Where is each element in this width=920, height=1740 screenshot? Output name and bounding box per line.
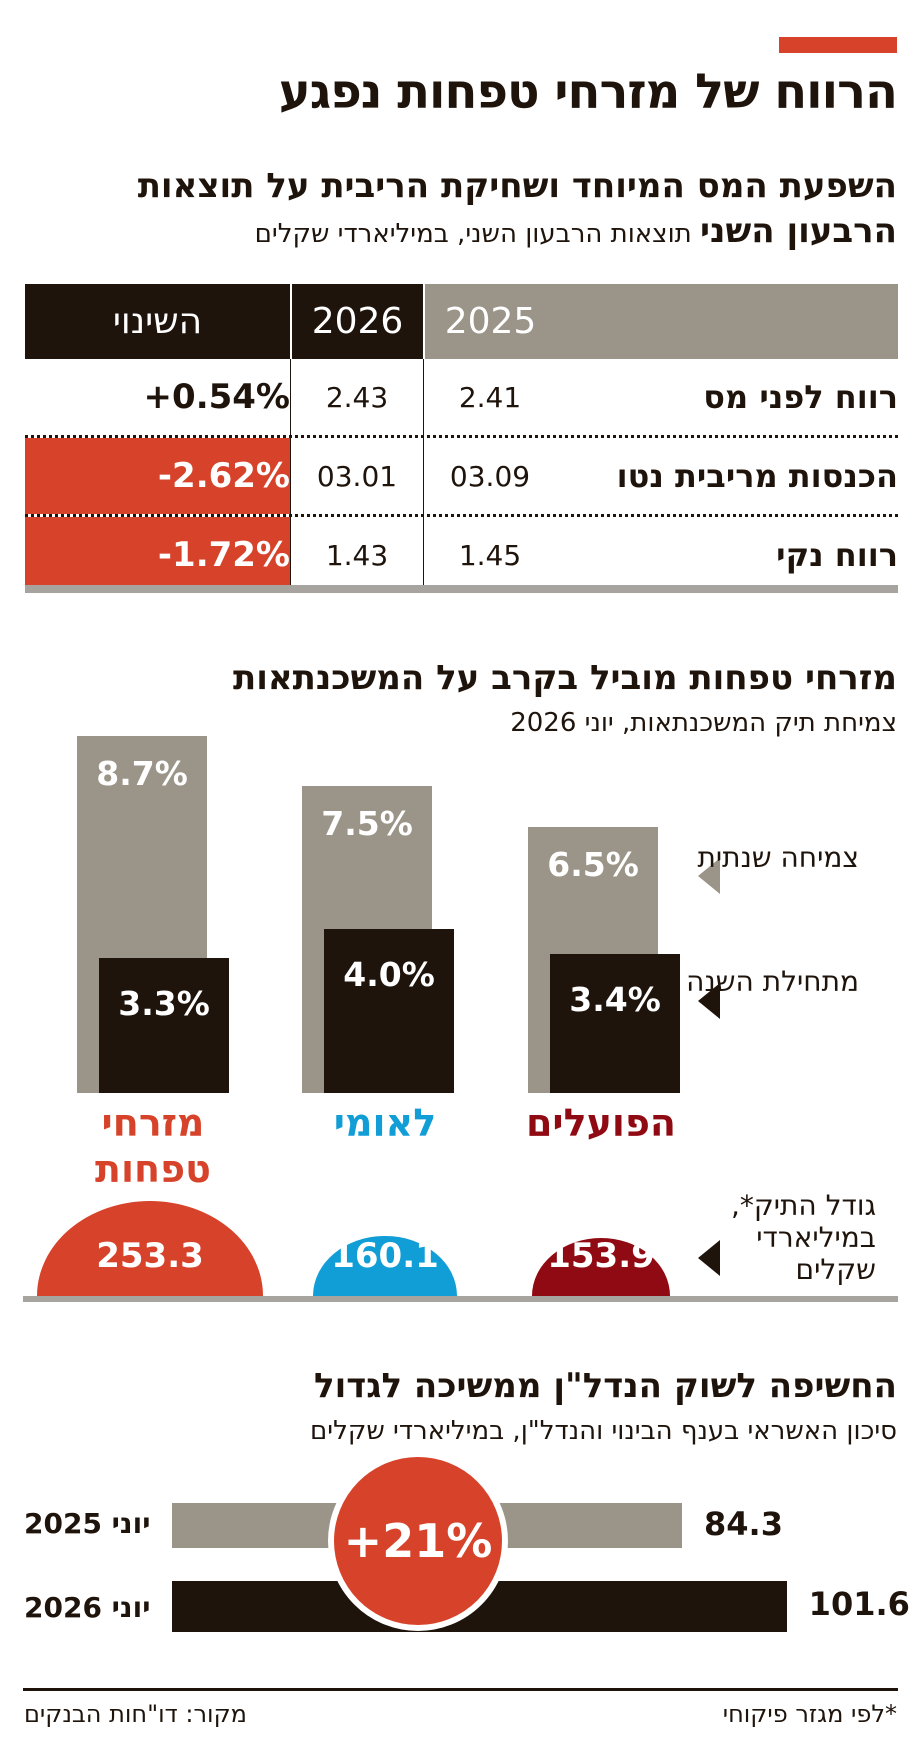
exposure-label-2026: יוני 2026: [24, 1591, 151, 1624]
table-section-subtitle: הרבעון השני תוצאות הרבעון השני, במיליארד…: [255, 214, 897, 251]
cell-2025: 03.09: [423, 438, 556, 514]
exposure-section-title: החשיפה לשוק הנדל"ן ממשיכה לגדול: [314, 1366, 897, 1406]
cell-change: +0.54%: [143, 377, 290, 417]
change-badge: +21%: [328, 1451, 508, 1631]
ytd-growth-bar: [99, 957, 229, 1093]
annual-growth-label: 8.7%: [96, 754, 188, 794]
table-bottom-rule: [25, 585, 898, 593]
change-badge-value: +21%: [343, 1514, 493, 1568]
cell-change: -1.72%: [25, 517, 290, 593]
annual-growth-label: 7.5%: [321, 803, 413, 843]
cell-2026: 03.01: [290, 438, 423, 514]
legend-annual-label: צמיחה שנתית: [697, 841, 860, 874]
main-title: הרווח של מזרחי טפחות נפגע: [278, 64, 898, 120]
ytd-growth-label: 3.3%: [118, 983, 210, 1023]
exposure-value-2026: 101.6: [808, 1585, 910, 1623]
exposure-section-subtitle: סיכון האשראי בענף הבינוי והנדל"ן, במיליא…: [310, 1416, 897, 1446]
portfolio-size-label: 253.3: [96, 1236, 204, 1276]
footer-source: מקור: דו"חות הבנקים: [24, 1700, 247, 1728]
bank-name-label: לאומי: [333, 1101, 437, 1145]
header-label-cell: [556, 284, 898, 359]
legend-ytd-marker: [698, 983, 720, 1019]
legend-size-marker: [698, 1240, 720, 1276]
ytd-growth-label: 3.4%: [569, 979, 661, 1019]
row-label: הכנסות מריבית נטו: [616, 457, 898, 495]
table-row: רווח לפני מס 2.41 2.43 +0.54%: [25, 359, 898, 438]
mortgage-section-title: מזרחי טפחות מוביל בקרב על המשכנתאות: [232, 658, 897, 698]
header-change: השינוי: [25, 284, 290, 359]
legend-annual-marker: [698, 858, 720, 894]
header-2026: 2026: [290, 284, 423, 359]
cell-2025: 2.41: [423, 359, 556, 435]
table-header-row: 2025 2026 השינוי: [25, 284, 898, 359]
portfolio-size-label: 153.9: [547, 1236, 655, 1276]
legend-ytd-label: מתחילת השנה: [686, 965, 859, 998]
header-2025: 2025: [423, 284, 556, 359]
accent-bar: [779, 37, 897, 53]
cell-change: -2.62%: [25, 438, 290, 514]
table-row: הכנסות מריבית נטו 03.09 03.01 -2.62%: [25, 438, 898, 517]
cell-2026: 1.43: [290, 517, 423, 593]
footer-note: *לפי מגזר פיקוחי: [722, 1700, 897, 1728]
mortgage-section-subtitle: צמיחת תיק המשכנתאות, יוני 2026: [510, 708, 897, 738]
exposure-value-2025: 84.3: [704, 1505, 783, 1543]
chart-base-line: [23, 1296, 898, 1302]
exposure-label-2025: יוני 2025: [24, 1507, 151, 1540]
annual-growth-label: 6.5%: [547, 844, 639, 884]
results-table: 2025 2026 השינוי רווח לפני מס 2.41 2.43 …: [25, 284, 898, 593]
portfolio-size-label: 160.1: [331, 1236, 439, 1276]
bank-name-label: הפועלים: [525, 1101, 677, 1145]
table-subtitle-text: תוצאות הרבעון השני, במיליארדי שקלים: [254, 219, 692, 249]
legend-size-label: גודל התיק*, במיליארדי שקלים: [731, 1189, 876, 1286]
row-label: רווח נקי: [776, 536, 898, 574]
table-section-title: השפעת המס המיוחד ושחיקת הריבית על תוצאות: [137, 166, 897, 206]
cell-2026: 2.43: [290, 359, 423, 435]
bank-name-label: מזרחי טפחות: [95, 1101, 211, 1191]
row-label: רווח לפני מס: [703, 378, 898, 416]
table-body: רווח לפני מס 2.41 2.43 +0.54% הכנסות מרי…: [25, 359, 898, 593]
ytd-growth-label: 4.0%: [343, 955, 435, 994]
footer-rule: [23, 1688, 898, 1691]
cell-2025: 1.45: [423, 517, 556, 593]
table-row: רווח נקי 1.45 1.43 -1.72%: [25, 517, 898, 593]
ytd-growth-bar: [324, 929, 454, 1093]
ytd-growth-bar: [550, 953, 680, 1093]
table-subtitle-bold: הרבעון השני: [700, 211, 897, 251]
